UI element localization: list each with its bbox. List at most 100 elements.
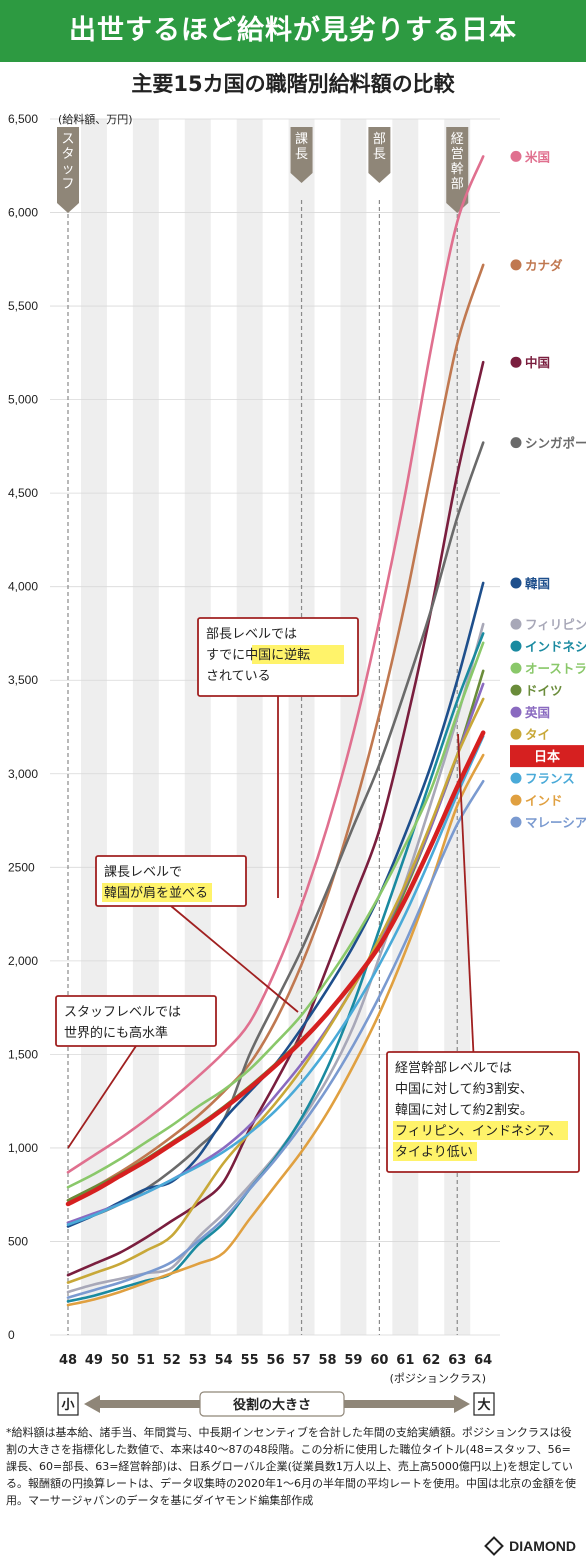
- x-axis-label: (ポジションクラス): [390, 1372, 486, 1385]
- callout-text: 課長レベルで: [104, 864, 182, 880]
- series-line-2: [66, 360, 485, 1277]
- series-line-10: [66, 697, 485, 1284]
- legend-dot-4: [510, 577, 522, 589]
- callout-text: 韓国に対して約2割安。: [395, 1102, 533, 1118]
- x-tick-label: 53: [189, 1353, 207, 1368]
- legend-dot-12: [510, 772, 522, 784]
- callout-text: フィリピン、インドネシア、: [395, 1124, 562, 1139]
- x-tick-label: 50: [111, 1353, 129, 1368]
- x-tick-label: 62: [422, 1353, 440, 1368]
- series-line-5: [66, 622, 485, 1294]
- footnote: *給料額は基本給、諸手当、年間賞与、中長期インセンティブを合計した年間の支給実績…: [6, 1426, 576, 1507]
- legend-dot-0: [510, 150, 522, 162]
- series-line-13: [66, 753, 485, 1307]
- callout-highlight: [252, 645, 344, 664]
- position-marker-label: スタッフ: [61, 132, 74, 192]
- diamond-logo-icon: [484, 1536, 505, 1556]
- publisher-logo: DIAMOND: [484, 1536, 576, 1556]
- legend-label-10: タイ: [525, 727, 550, 742]
- series-line-0: [66, 155, 485, 1174]
- x-tick-label: 55: [241, 1353, 259, 1368]
- series-line-4: [66, 581, 485, 1228]
- y-tick-label: 500: [8, 1234, 28, 1248]
- salary-line-chart: 0 500 1,000 1,500 2,000 2500 3,000 3,500 4,000 4,…: [8, 112, 586, 1417]
- x-tick-label: 57: [293, 1353, 311, 1368]
- position-marker-label: 経営幹部: [451, 132, 464, 192]
- callout-text: すでに中国に逆転: [206, 647, 310, 663]
- legend-dot-10: [510, 728, 522, 740]
- scale-right-label: 大: [477, 1397, 490, 1413]
- callout-pointer: [457, 733, 475, 1053]
- position-marker-label: 部長: [373, 132, 386, 162]
- callout-text: されている: [206, 669, 271, 684]
- scale-right-box: [473, 1392, 495, 1416]
- scale-center-box: [199, 1391, 345, 1417]
- x-tick-label: 56: [267, 1353, 285, 1368]
- y-tick-label: 1,000: [8, 1141, 38, 1155]
- legend-dot-9: [510, 706, 522, 718]
- callout-highlight: [393, 1142, 477, 1161]
- position-marker-tag: [446, 127, 469, 213]
- series-line-7: [66, 641, 485, 1189]
- scale-left-label: 小: [61, 1398, 74, 1413]
- series-line-12: [66, 735, 485, 1226]
- legend-label-11: 日本: [534, 749, 560, 765]
- callout-text: 世界的にも高水準: [64, 1025, 168, 1041]
- series-line-14: [66, 779, 485, 1299]
- callout-text: 韓国が肩を並べる: [104, 885, 208, 901]
- y-tick-label: 0: [8, 1328, 15, 1342]
- x-tick-label: 49: [85, 1353, 103, 1368]
- y-tick-label: 3,500: [8, 673, 38, 687]
- scale-center-label: 役割の大きさ: [233, 1397, 311, 1413]
- x-tick-label: 63: [448, 1353, 466, 1368]
- y-tick-label: 2500: [8, 860, 35, 874]
- legend-dot-6: [510, 640, 522, 652]
- legend-label-0: 米国: [524, 149, 550, 164]
- x-tick-label: 61: [396, 1353, 414, 1368]
- y-tick-label: 4,000: [8, 580, 38, 594]
- y-tick-label: 6,000: [8, 206, 38, 220]
- callout-pointer: [67, 1045, 137, 1149]
- legend-japan-box: [510, 745, 584, 768]
- legend-label-13: インド: [525, 793, 563, 808]
- y-tick-label: 2,000: [8, 954, 38, 968]
- x-tick-label: 60: [370, 1353, 388, 1368]
- y-tick-label: 4,500: [8, 486, 38, 500]
- scale-left-box: [57, 1392, 79, 1416]
- position-marker-label: 課長: [295, 131, 308, 162]
- x-tick-label: 51: [137, 1353, 155, 1368]
- x-tick-label: 54: [215, 1353, 233, 1368]
- callout-text: 中国に対して約3割安、: [395, 1081, 533, 1097]
- y-tick-label: 3,000: [8, 767, 38, 781]
- column-stripe: [184, 119, 211, 1335]
- legend-dot-3: [510, 437, 522, 449]
- callout-highlight: [393, 1121, 568, 1140]
- chart-subtitle: 主要15カ国の職階別給料額の比較: [131, 72, 455, 96]
- callout-text: 部長レベルでは: [206, 627, 297, 642]
- legend-dot-8: [510, 684, 522, 696]
- position-marker-tag: [57, 127, 79, 213]
- chart-title: 出世するほど給料が見劣りする日本: [0, 0, 586, 62]
- y-axis-label: (給料額、万円): [58, 112, 133, 126]
- callout-highlight: [102, 883, 212, 902]
- x-tick-label: 48: [59, 1353, 77, 1368]
- publisher-logo-text: DIAMOND: [509, 1538, 576, 1554]
- x-tick-label: 58: [318, 1353, 336, 1368]
- legend-label-7: オーストラリア: [525, 661, 586, 676]
- legend-label-8: ドイツ: [525, 683, 563, 698]
- legend-dot-13: [510, 794, 522, 806]
- x-tick-label: 59: [344, 1353, 362, 1368]
- column-stripe: [80, 119, 107, 1335]
- legend-label-1: カナダ: [525, 258, 563, 273]
- callout-pointer: [170, 905, 299, 1013]
- legend-dot-2: [510, 356, 522, 368]
- callout-text: スタッフレベルでは: [64, 1005, 181, 1020]
- callout-box: [55, 995, 217, 1047]
- column-stripe: [340, 119, 367, 1335]
- position-marker-tag: [368, 127, 391, 183]
- legend-label-2: 中国: [525, 355, 550, 370]
- legend-label-12: フランス: [525, 771, 575, 786]
- legend-label-6: インドネシア: [525, 639, 586, 654]
- column-stripe: [132, 119, 159, 1335]
- callout-text: タイより低い: [395, 1145, 473, 1160]
